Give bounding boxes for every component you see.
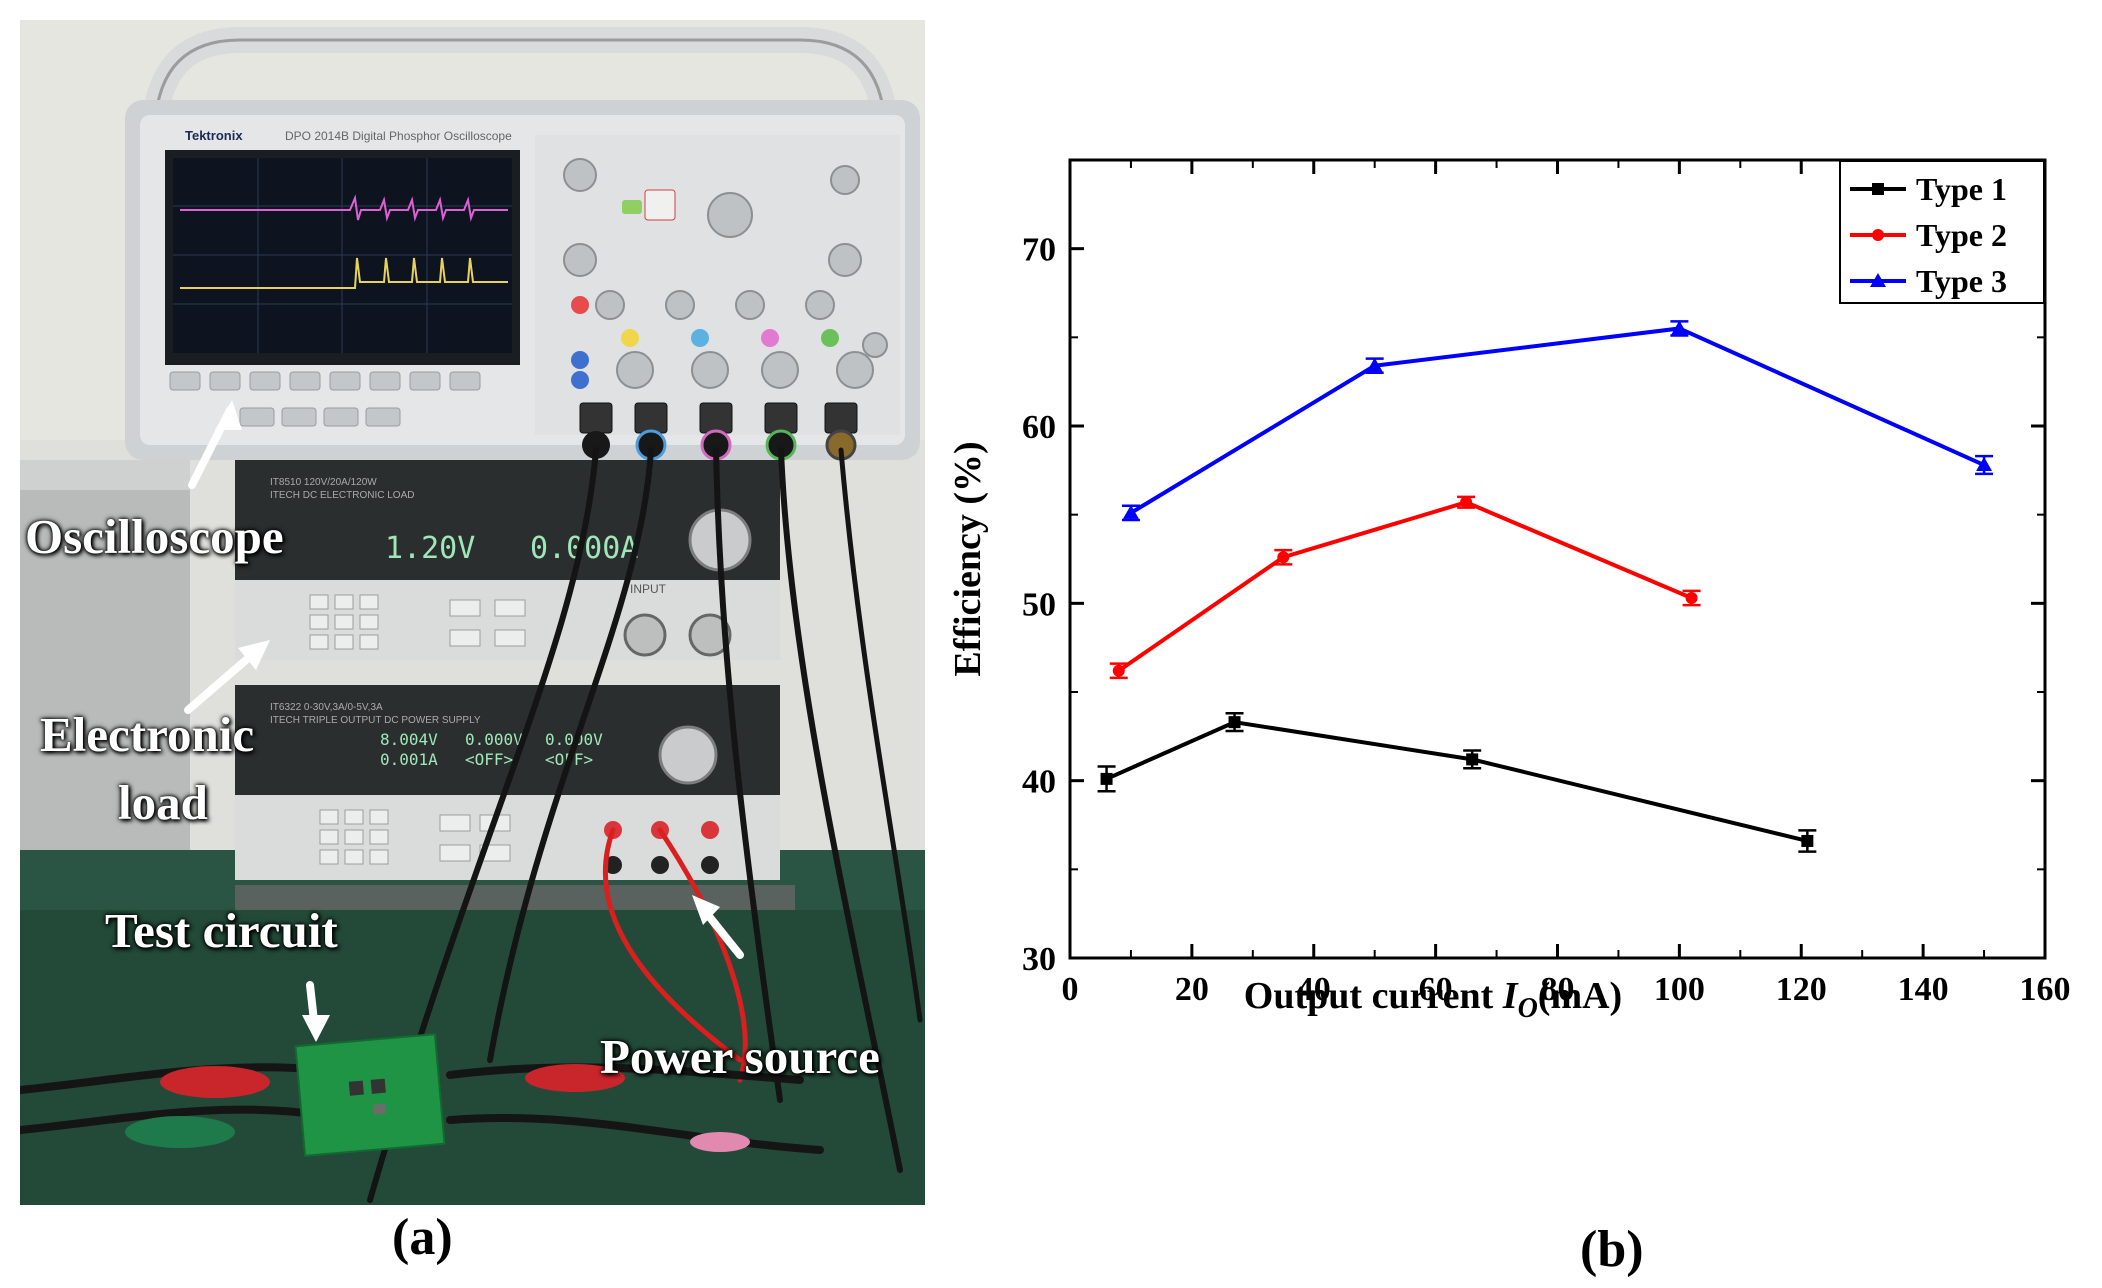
y-tick-label: 70 [1022,232,1056,269]
load-input-label: INPUT [630,582,667,596]
y-axis-label: Efficiency (%) [947,441,989,676]
y-tick-label: 30 [1022,941,1056,978]
load-model-text: IT8510 120V/20A/120W [270,477,377,488]
data-point-triangle [1366,357,1383,372]
oscilloscope-label: Oscilloscope [25,509,284,564]
x-tick-label: 0 [1062,971,1079,1008]
data-point-circle [1460,496,1473,509]
electronic-load-label-line2: load [118,775,208,830]
test-setup-photo: Tektronix DPO 2014B Digital Phosphor Osc… [20,20,925,1205]
power-source-label: Power source [600,1029,880,1084]
supply-desc-text: ITECH TRIPLE OUTPUT DC POWER SUPPLY [270,715,481,726]
panel-a-caption: (a) [392,1209,453,1266]
electronic-load-device: IT8510 120V/20A/120W ITECH DC ELECTRONIC… [235,460,780,660]
x-tick-label: 60 [1419,971,1453,1008]
x-tick-label: 80 [1541,971,1575,1008]
x-axis-label-sub: O [1518,993,1538,1024]
y-tick-label: 60 [1022,409,1056,446]
y-tick-label: 40 [1022,764,1056,801]
scope-model-text: DPO 2014B Digital Phosphor Oscilloscope [285,129,512,143]
data-point-triangle [1122,504,1139,519]
series-type-3 [1121,320,1994,522]
data-point-circle [1685,592,1698,605]
series-line [1117,500,1693,673]
series-line [1129,326,1985,515]
x-tick-label: 100 [1654,971,1705,1008]
x-tick-label: 140 [1898,971,1949,1008]
x-axis-label-suffix: (mA) [1538,975,1622,1017]
scope-brand-text: Tektronix [185,128,243,143]
power-supply-device: IT6322 0-30V,3A/0-5V,3A ITECH TRIPLE OUT… [235,685,780,880]
data-point-square [1801,834,1814,847]
data-point-triangle [1976,457,1993,472]
load-voltage-readout: 1.20V [385,531,475,566]
oscilloscope-device: Tektronix DPO 2014B Digital Phosphor Osc… [125,26,920,461]
legend-label: Type 2 [1916,217,2007,253]
test-circuit-label: Test circuit [105,903,338,958]
x-tick-label: 120 [1776,971,1827,1008]
data-point-square [1100,772,1113,785]
load-desc-text: ITECH DC ELECTRONIC LOAD [270,490,414,501]
data-point-circle [1277,551,1290,564]
x-axis-label-prefix: Output current [1244,975,1503,1017]
supply-ch2-voltage: 0.000V [465,730,523,749]
legend-label: Type 1 [1916,171,2007,207]
x-axis-label: Output current IO(mA) [1244,975,1622,1024]
panel-b-caption: (b) [1580,1221,1644,1278]
supply-ch1-current: 0.001A [380,750,438,769]
x-tick-label: 40 [1297,971,1331,1008]
data-point-circle [1112,664,1125,677]
y-tick-label: 50 [1022,586,1056,623]
x-tick-label: 160 [2020,971,2071,1008]
photo-panel: Tektronix DPO 2014B Digital Phosphor Osc… [20,20,925,1205]
test-circuit-board [294,1033,446,1157]
series-type-2 [1109,495,1701,680]
data-point-triangle [1870,273,1886,287]
data-point-triangle [1671,320,1688,335]
chart-svg: 0 20 40 60 80 100 120 140 160 30 40 50 60 70 Type 1 Ty… [947,158,2071,1024]
supply-ch2-status: <OFF> [465,750,513,769]
data-point-square [1228,716,1241,729]
data-point-circle [1872,229,1884,241]
supply-model-text: IT6322 0-30V,3A/0-5V,3A [270,702,383,713]
supply-ch1-voltage: 8.004V [380,730,438,749]
x-tick-label: 20 [1175,971,1209,1008]
efficiency-chart: 0 20 40 60 80 100 120 140 160 30 40 50 60 70 Type 1 Ty… [940,140,2080,1040]
series-type-1 [1097,712,1817,853]
data-point-square [1466,753,1479,766]
electronic-load-label-line1: Electronic [40,707,255,762]
legend-label: Type 3 [1916,263,2007,299]
series-line [1105,720,1808,843]
data-point-square [1872,183,1884,195]
x-axis-label-var: I [1502,975,1519,1017]
